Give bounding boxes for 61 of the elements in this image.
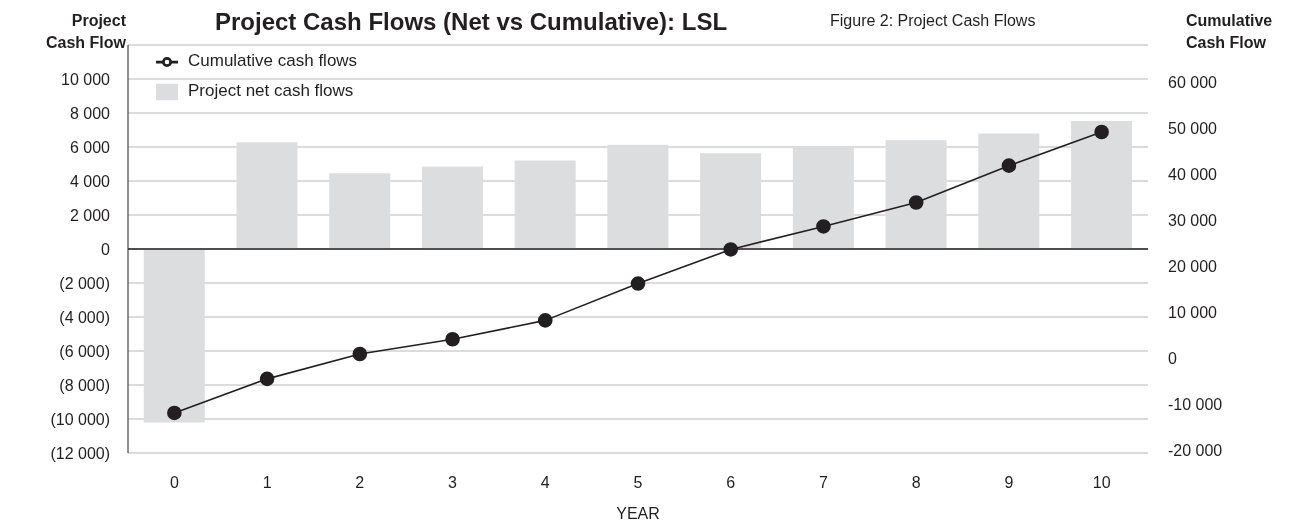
y-tick-label: 6 000	[69, 138, 111, 156]
bar	[329, 173, 391, 249]
point	[352, 346, 368, 362]
point	[630, 276, 646, 291]
y-tick-label: (6 000)	[59, 342, 110, 360]
bar	[236, 142, 298, 249]
y-tick-label: (2 000)	[59, 274, 110, 292]
bar	[143, 249, 205, 423]
bar	[421, 166, 483, 249]
point	[908, 195, 924, 210]
y-tick-label: 0	[101, 240, 111, 258]
x-tick-label: 7	[819, 474, 828, 492]
point	[1001, 158, 1017, 173]
y-tick-label: (4 000)	[59, 308, 110, 326]
x-tick-label: 5	[633, 474, 643, 492]
point	[445, 331, 460, 347]
y-tick-label: 2 000	[69, 206, 111, 224]
point	[816, 219, 831, 234]
y-tick-label: 4 000	[69, 172, 111, 190]
y2-tick-label: -10 000	[1168, 395, 1223, 413]
legend-label: Cumulative cash flows	[188, 51, 358, 70]
y-tick-label: (8 000)	[59, 376, 110, 394]
bar	[700, 153, 762, 249]
y2-tick-label: 60 000	[1168, 73, 1218, 91]
y-tick-label: 10 000	[61, 70, 111, 88]
y2-tick-label: 20 000	[1168, 257, 1218, 275]
y-tick-label: (10 000)	[50, 410, 110, 428]
caption: Figure 2: Project Cash Flows	[830, 12, 1036, 30]
point	[167, 405, 182, 421]
bar	[1071, 120, 1133, 249]
x-tick-label: 9	[1004, 474, 1014, 492]
y2-tick-label: 10 000	[1168, 303, 1218, 321]
legend-label: Project net cash flows	[188, 81, 354, 100]
y2-tick-label: 40 000	[1168, 165, 1218, 183]
bar	[607, 144, 669, 249]
x-tick-label: 8	[911, 474, 921, 492]
point	[537, 313, 553, 328]
y2-tick-label: 30 000	[1168, 211, 1218, 229]
bar	[978, 133, 1040, 249]
x-tick-label: 10	[1092, 474, 1111, 492]
chart-title: Project Cash Flows (Net vs Cumulative): LSL	[215, 8, 728, 36]
bar	[885, 140, 947, 249]
bar	[514, 160, 576, 249]
point	[259, 371, 275, 387]
x-tick-label: 0	[169, 474, 179, 492]
x-tick-label: 2	[355, 474, 365, 492]
y-tick-label: 8 000	[69, 104, 111, 122]
bar	[792, 147, 854, 249]
x-axis-title: YEAR	[616, 505, 660, 522]
point	[1094, 124, 1109, 140]
y-tick-label: (12 000)	[50, 444, 110, 462]
y2-tick-label: 50 000	[1168, 119, 1218, 137]
y-axis-title: Project Cash Flow	[45, 11, 126, 53]
x-tick-label: 1	[262, 474, 272, 492]
point	[723, 242, 739, 257]
y2-axis-title: Cumulative Cash Flow	[1186, 11, 1274, 53]
x-tick-label: 4	[540, 474, 550, 492]
y2-tick-label: 0	[1168, 349, 1177, 367]
x-tick-label: 3	[448, 474, 458, 492]
x-tick-label: 6	[726, 474, 736, 492]
y2-tick-label: -20 000	[1168, 441, 1223, 459]
